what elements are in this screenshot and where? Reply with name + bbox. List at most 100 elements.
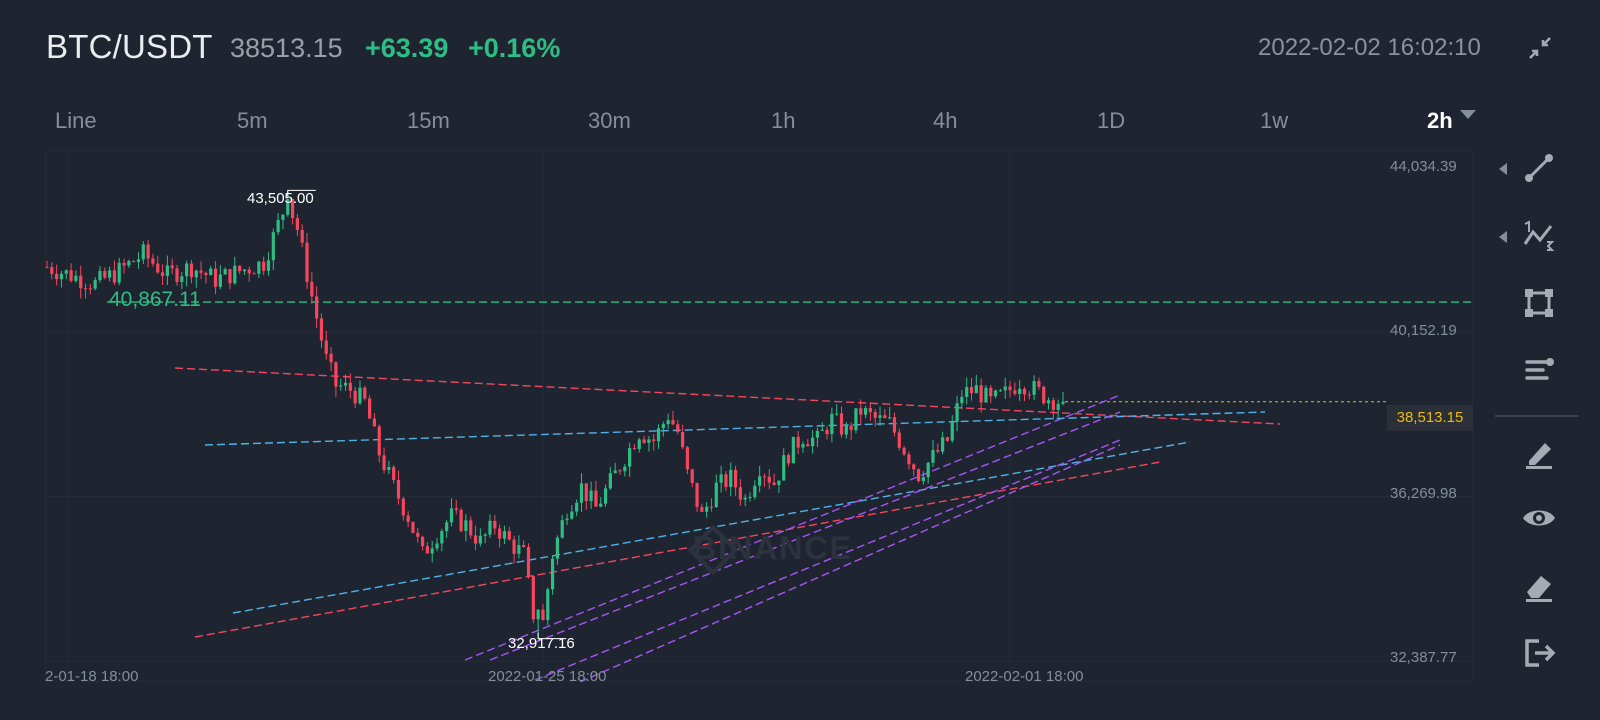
candle-body: [271, 232, 275, 261]
candle-body: [358, 387, 362, 404]
candle-body: [469, 520, 473, 536]
candle-body: [863, 408, 868, 415]
candle-body: [579, 483, 584, 503]
candle-body: [859, 408, 863, 415]
tab-30m[interactable]: 30m: [588, 108, 631, 133]
tab-15m[interactable]: 15m: [407, 108, 450, 133]
candle-body: [618, 470, 622, 472]
candle-body: [758, 476, 762, 486]
collapse-icon[interactable]: [1526, 34, 1554, 62]
candle-body: [811, 437, 815, 447]
trendline-purple: [464, 394, 1121, 661]
candle-body: [107, 270, 112, 278]
candle-body: [324, 340, 328, 354]
candle-body: [223, 269, 227, 275]
candle-body: [165, 265, 169, 276]
candle-body: [1003, 386, 1007, 391]
tab-1h[interactable]: 1h: [771, 108, 796, 133]
price-change-percent: +0.16%: [468, 33, 561, 63]
candle-body: [368, 398, 372, 419]
candle-body: [189, 263, 194, 278]
candle-body: [396, 479, 401, 499]
candle-body: [912, 464, 916, 470]
candle-body: [526, 546, 531, 577]
candle-body: [608, 473, 612, 489]
candle-body: [392, 467, 396, 480]
candle-body: [493, 520, 497, 529]
exit-icon[interactable]: [1521, 635, 1557, 671]
price-chart[interactable]: BINANCE 44,034.39 40,152.19 36,269.98 32…: [45, 150, 1473, 685]
tab-1w[interactable]: 1w: [1260, 108, 1289, 133]
candle-body: [623, 466, 627, 472]
candle-body: [835, 413, 839, 415]
brush-tool-icon[interactable]: [1521, 435, 1557, 471]
watermark: BINANCE: [693, 530, 853, 566]
candle-body: [984, 387, 988, 403]
visibility-icon[interactable]: [1521, 500, 1557, 536]
time-axis-label: 2022-01-25 18:00: [488, 668, 607, 685]
menu-arrow-icon[interactable]: [1499, 163, 1507, 175]
candle-body: [79, 275, 83, 289]
candle-body: [661, 424, 665, 429]
line-tool-icon[interactable]: [1521, 150, 1557, 186]
trendline-blue: [232, 441, 1191, 614]
candle-body: [315, 296, 319, 319]
candle-body: [868, 408, 872, 413]
candle-body: [974, 385, 978, 394]
candle-body: [156, 263, 160, 273]
candle-body: [45, 266, 49, 268]
trendline-purple: [489, 411, 1121, 661]
candle-body: [839, 413, 844, 435]
candle-body: [411, 521, 415, 533]
candle-body: [681, 431, 685, 448]
candle-body: [921, 477, 925, 482]
candle-body: [878, 415, 882, 418]
candle-body: [88, 288, 92, 290]
candle-body: [406, 515, 410, 522]
candle-body: [353, 390, 357, 404]
menu-arrow-icon[interactable]: [1499, 231, 1507, 243]
candle-body: [440, 531, 444, 544]
candle-body: [334, 362, 338, 387]
current-price-tag: 38,513.15: [1387, 405, 1473, 431]
eraser-icon[interactable]: [1521, 568, 1557, 604]
candle-body: [926, 462, 930, 478]
candle-body: [498, 528, 502, 539]
candle-body: [122, 262, 126, 266]
candle-body: [1018, 388, 1022, 394]
timestamp: 2022-02-02 16:02:10: [1258, 34, 1481, 61]
tab-1d[interactable]: 1D: [1097, 108, 1126, 133]
candle-body: [420, 536, 425, 547]
trendline-red: [174, 367, 1281, 425]
candle-body: [565, 518, 569, 521]
candle-body: [806, 444, 810, 447]
candle-body: [584, 483, 588, 502]
candle-body: [782, 455, 786, 481]
rectangle-tool-icon[interactable]: [1521, 285, 1557, 321]
fib-tool-icon[interactable]: [1521, 352, 1557, 388]
candle-body: [522, 545, 526, 547]
tab-4h[interactable]: 4h: [933, 108, 958, 133]
candle-body: [993, 390, 998, 397]
candle-body: [488, 520, 492, 535]
candle-body: [676, 424, 680, 432]
candle-body: [849, 425, 853, 431]
tab-2h[interactable]: 2h: [1427, 108, 1453, 133]
candle-body: [724, 474, 728, 488]
candle-body: [281, 214, 285, 220]
candle-body: [55, 273, 59, 280]
candle-body: [449, 508, 454, 523]
candle-body: [907, 454, 911, 465]
chevron-down-icon[interactable]: [1460, 110, 1476, 119]
tab-line[interactable]: Line: [55, 108, 97, 133]
candle-body: [965, 387, 969, 397]
candle-body: [233, 265, 237, 284]
chart-canvas[interactable]: [45, 150, 1473, 682]
tab-5m[interactable]: 5m: [237, 108, 268, 133]
candle-body: [1037, 381, 1041, 387]
candle-body: [228, 269, 232, 284]
wave-tool-icon[interactable]: [1521, 218, 1557, 254]
candle-body: [507, 531, 511, 540]
candle-body: [1032, 381, 1036, 395]
candle-body: [570, 511, 574, 519]
